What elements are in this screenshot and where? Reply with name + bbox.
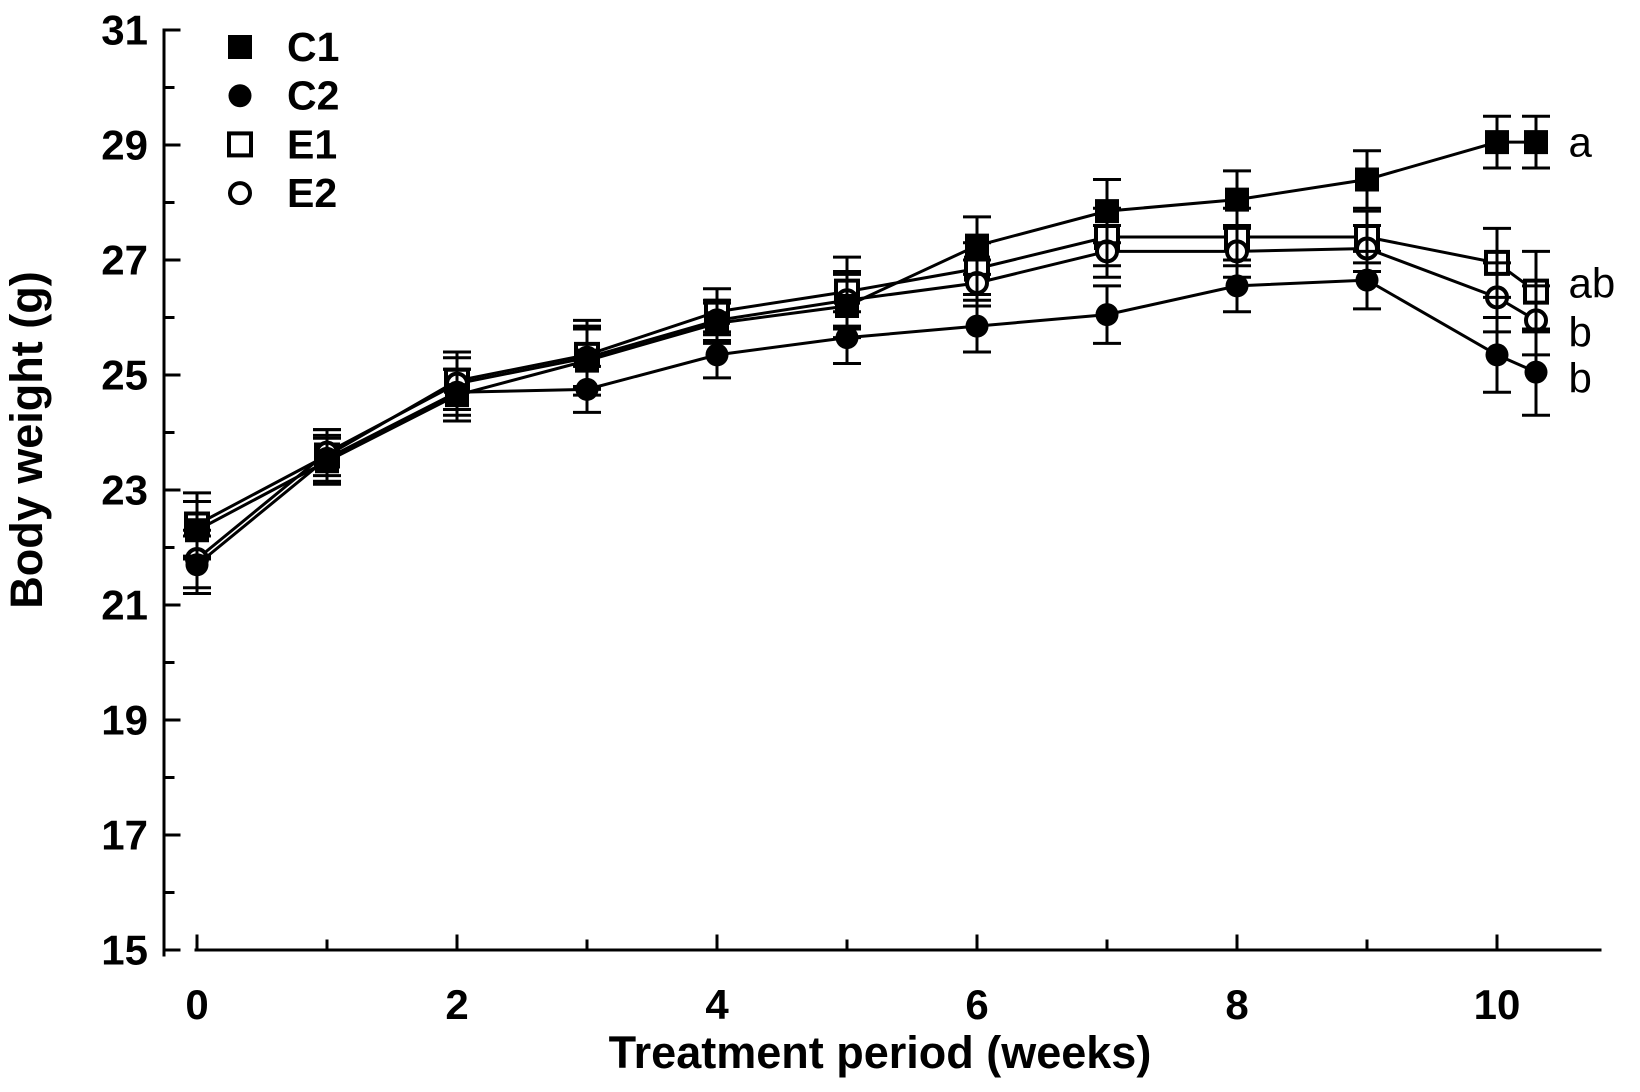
error-bar-E2 <box>1093 224 1121 279</box>
error-bar-E2 <box>833 270 861 331</box>
legend-item-E1: E1 <box>227 121 337 167</box>
legend-label: C1 <box>287 24 339 70</box>
series-C1-line <box>196 140 1536 532</box>
tick-labels: 15 17 19 21 23 25 27 29 31 0 2 4 6 8 10 <box>101 7 1520 1029</box>
error-bar-E2 <box>1353 224 1381 273</box>
error-bar-E2 <box>1522 284 1550 357</box>
x-tick-label: 2 <box>445 981 468 1028</box>
legend-label: E1 <box>287 121 337 167</box>
error-bar-C2 <box>1093 284 1121 345</box>
error-bar-E2 <box>573 327 601 388</box>
legend-open-square-icon <box>227 131 253 158</box>
axes <box>162 28 1602 957</box>
error-bar-E2 <box>1483 261 1511 334</box>
y-tick-label: 29 <box>101 122 148 169</box>
y-axis-title: Body weight (g) <box>1 271 52 608</box>
x-tick-label: 8 <box>1225 981 1248 1028</box>
x-tick-label: 10 <box>1474 981 1521 1028</box>
legend-item-C1: C1 <box>228 24 339 70</box>
error-bars <box>183 114 1550 595</box>
legend-label: E2 <box>287 170 337 216</box>
y-tick-label: 25 <box>101 352 148 399</box>
significance-label: b <box>1569 308 1592 355</box>
series-E2-line <box>196 246 1537 561</box>
legend-filled-circle-icon <box>228 84 252 108</box>
y-tick-label: 27 <box>101 237 148 284</box>
error-bar-E2 <box>703 298 731 342</box>
x-tick-label: 6 <box>965 981 988 1028</box>
y-tick-label: 21 <box>101 582 148 629</box>
y-tick-label: 31 <box>101 7 148 54</box>
series-E1-line <box>196 235 1537 526</box>
legend-filled-square-icon <box>228 35 252 59</box>
y-tick-label: 17 <box>101 812 148 859</box>
plot-series <box>184 130 1549 577</box>
significance-label: a <box>1569 119 1593 166</box>
y-tick-label: 23 <box>101 467 148 514</box>
error-bar-C1 <box>1353 149 1381 210</box>
error-bar-E2 <box>183 528 211 590</box>
legend-open-circle-icon <box>228 181 252 206</box>
x-axis-title: Treatment period (weeks) <box>609 1027 1152 1078</box>
y-tick-label: 19 <box>101 697 148 744</box>
error-bar-E2 <box>1223 224 1251 279</box>
y-tick-label: 15 <box>101 927 148 974</box>
error-bar-E2 <box>443 356 471 411</box>
significance-label: ab <box>1569 260 1616 307</box>
legend-item-C2: C2 <box>228 73 339 119</box>
x-tick-label: 4 <box>705 981 729 1028</box>
x-tick-label: 0 <box>185 981 208 1028</box>
legend-item-E2: E2 <box>228 170 337 216</box>
error-bar-E2 <box>313 428 341 478</box>
error-bar-C1 <box>1522 114 1550 170</box>
legend-label: C2 <box>287 73 339 119</box>
significance-label: b <box>1569 354 1592 401</box>
error-bar-C1 <box>1483 114 1511 170</box>
series-C2-line <box>196 278 1537 566</box>
error-bar-E2 <box>963 258 991 308</box>
